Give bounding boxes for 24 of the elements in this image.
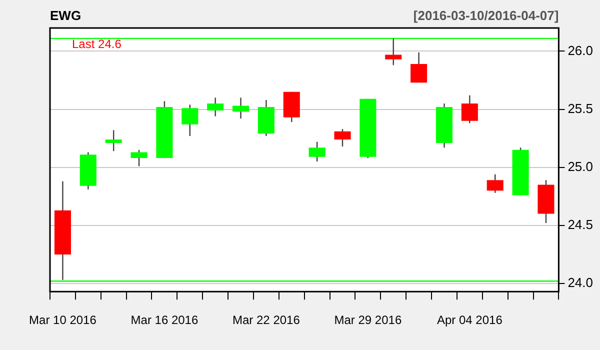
candlestick [232,97,250,120]
candlestick [308,141,326,162]
candlestick [486,174,504,194]
y-tick-label: 25.0 [568,158,594,174]
y-tick-label: 25.5 [568,100,594,116]
candlestick [385,38,402,66]
candlestick [334,128,351,148]
x-tick-label: Mar 22 2016 [232,313,300,328]
chart-subtitle: [2016-03-10/2016-04-07] [413,8,559,23]
candlestick [182,104,198,137]
candlestick [461,94,478,124]
chart-title: EWG [50,8,82,23]
y-tick-label: 24.0 [568,275,594,290]
x-tick-label: Mar 10 2016 [29,313,97,328]
x-tick-label: Mar 29 2016 [334,313,402,328]
candlestick [410,52,428,84]
y-tick-label: 24.5 [568,216,594,232]
candlestick [130,149,148,167]
x-tick-label: Apr 04 2016 [436,313,503,328]
candlestick [207,97,224,117]
y-tick-label: 26.0 [568,42,594,58]
annotation: Last 24.6 [72,37,122,51]
x-tick-label: Mar 16 2016 [130,313,198,328]
candlestick [105,130,122,152]
